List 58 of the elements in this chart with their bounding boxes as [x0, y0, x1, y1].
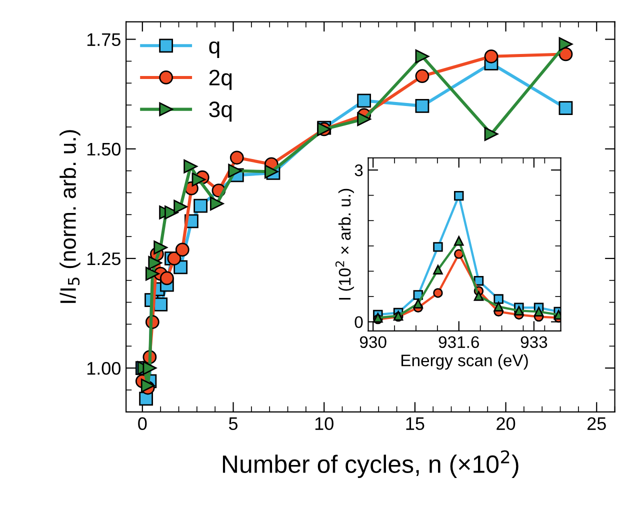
point: [514, 306, 524, 316]
point: [484, 49, 498, 64]
x-axis-title: Energy scan (eV): [402, 354, 528, 370]
point: [413, 298, 423, 308]
point: [154, 240, 168, 254]
y-tick-label: 1.75: [87, 33, 120, 46]
point: [558, 37, 573, 52]
point: [415, 49, 430, 64]
point: [174, 200, 188, 214]
x-tick-label: 0: [138, 417, 147, 430]
point: [415, 69, 430, 84]
point: [494, 302, 504, 312]
point: [454, 190, 464, 201]
point: [558, 47, 573, 62]
x-tick-label: 933: [520, 336, 548, 348]
x-tick-label: 5: [228, 417, 238, 430]
point: [357, 94, 372, 108]
y-axis-title: I (10$^{2}$ × arb. u.): [335, 188, 354, 300]
point: [230, 150, 244, 165]
y-tick-label: 1.00: [87, 362, 120, 375]
point: [415, 98, 430, 113]
x-tick-label: 15: [406, 417, 424, 430]
y-tick-label: 1.50: [87, 142, 120, 156]
x-axis-title: Number of cycles, n (×10$^{2}$): [222, 450, 518, 478]
point: [192, 172, 206, 187]
point: [210, 196, 224, 211]
point: [228, 164, 242, 178]
point: [148, 256, 162, 270]
point: [484, 127, 498, 141]
point: [558, 101, 573, 116]
point: [167, 252, 182, 266]
point: [154, 298, 168, 312]
y-axis-title: I/I$_{5}$ (norm. arb. u.): [60, 130, 80, 303]
point: [454, 236, 464, 246]
legend-label: 2q: [209, 70, 232, 90]
x-tick-label: 930: [360, 336, 386, 348]
point: [184, 159, 198, 174]
point: [145, 266, 160, 281]
point: [433, 264, 443, 275]
legend-label: q: [209, 41, 220, 58]
point: [474, 291, 484, 301]
y-tick-label: 3: [354, 164, 363, 176]
x-tick-label: 931.6: [438, 336, 479, 348]
point: [175, 242, 190, 257]
legend-label: 3q: [209, 102, 232, 122]
point: [433, 288, 443, 298]
point: [494, 294, 504, 304]
point: [357, 112, 372, 126]
point: [194, 198, 208, 213]
x-tick-label: 10: [315, 417, 334, 430]
point: [433, 242, 443, 252]
point: [534, 306, 544, 317]
x-tick-label: 20: [496, 417, 516, 430]
x-tick-label: 25: [587, 417, 606, 430]
point: [160, 271, 174, 286]
point: [454, 249, 464, 259]
y-tick-label: 1.25: [87, 252, 120, 266]
point: [142, 361, 157, 375]
